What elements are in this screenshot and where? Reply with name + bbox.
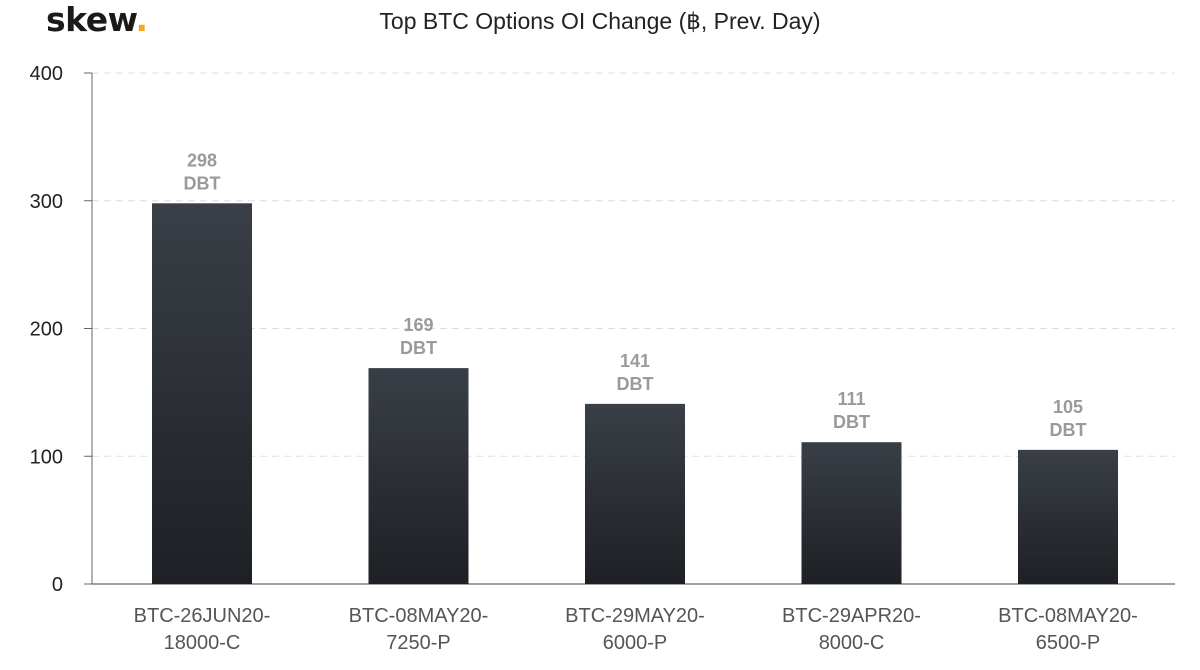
logo-text: skew bbox=[46, 0, 136, 39]
y-tick-label: 400 bbox=[30, 63, 63, 85]
bar-unit-label: DBT bbox=[1050, 420, 1087, 440]
bar-value-label: 111 bbox=[837, 389, 865, 409]
x-tick-label: 6500-P bbox=[1036, 632, 1101, 654]
x-tick-label: BTC-29APR20- bbox=[782, 605, 921, 627]
bar-value-label: 298 bbox=[187, 150, 217, 170]
bar bbox=[368, 368, 469, 584]
x-tick-label: BTC-08MAY20- bbox=[349, 605, 489, 627]
x-tick-label: 6000-P bbox=[603, 632, 668, 654]
chart-title: Top BTC Options OI Change (฿, Prev. Day) bbox=[379, 8, 821, 34]
logo-dot: . bbox=[135, 0, 148, 39]
x-tick-label: BTC-26JUN20- bbox=[134, 605, 271, 627]
x-tick-label: 18000-C bbox=[164, 632, 241, 654]
bar bbox=[152, 203, 252, 584]
bar-unit-label: DBT bbox=[617, 374, 654, 394]
bar bbox=[801, 442, 902, 584]
bar-value-label: 169 bbox=[403, 315, 433, 335]
y-tick-label: 100 bbox=[30, 446, 63, 468]
bar-unit-label: DBT bbox=[400, 338, 437, 358]
labels: 0 100 200 300 400 298 DBT BTC-26JUN20- 18000-C 16… bbox=[30, 63, 1138, 654]
bar-unit-label: DBT bbox=[833, 412, 870, 432]
bar-unit-label: DBT bbox=[184, 173, 221, 193]
x-tick-label: 8000-C bbox=[819, 632, 885, 654]
bar bbox=[1018, 449, 1118, 584]
bar bbox=[585, 403, 685, 584]
bars bbox=[152, 203, 1118, 584]
bar-value-label: 141 bbox=[620, 351, 650, 371]
y-tick-label: 0 bbox=[52, 574, 63, 596]
grid-lines bbox=[92, 72, 1175, 457]
x-tick-label: BTC-08MAY20- bbox=[998, 605, 1138, 627]
x-tick-label: BTC-29MAY20- bbox=[565, 605, 705, 627]
y-tick-label: 300 bbox=[30, 191, 63, 213]
skew-logo: skew. bbox=[46, 0, 148, 39]
y-tick-label: 200 bbox=[30, 319, 63, 341]
x-tick-label: 7250-P bbox=[386, 632, 451, 654]
bar-value-label: 105 bbox=[1053, 397, 1083, 417]
